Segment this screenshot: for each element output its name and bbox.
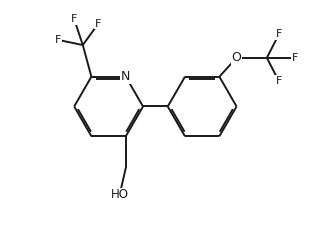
Text: F: F xyxy=(95,19,101,29)
Text: O: O xyxy=(232,51,241,64)
Text: F: F xyxy=(276,76,282,86)
Text: F: F xyxy=(55,35,61,45)
Text: F: F xyxy=(71,14,77,24)
Text: N: N xyxy=(121,70,131,83)
Text: F: F xyxy=(276,29,282,39)
Text: F: F xyxy=(292,53,298,63)
Text: HO: HO xyxy=(111,188,129,201)
